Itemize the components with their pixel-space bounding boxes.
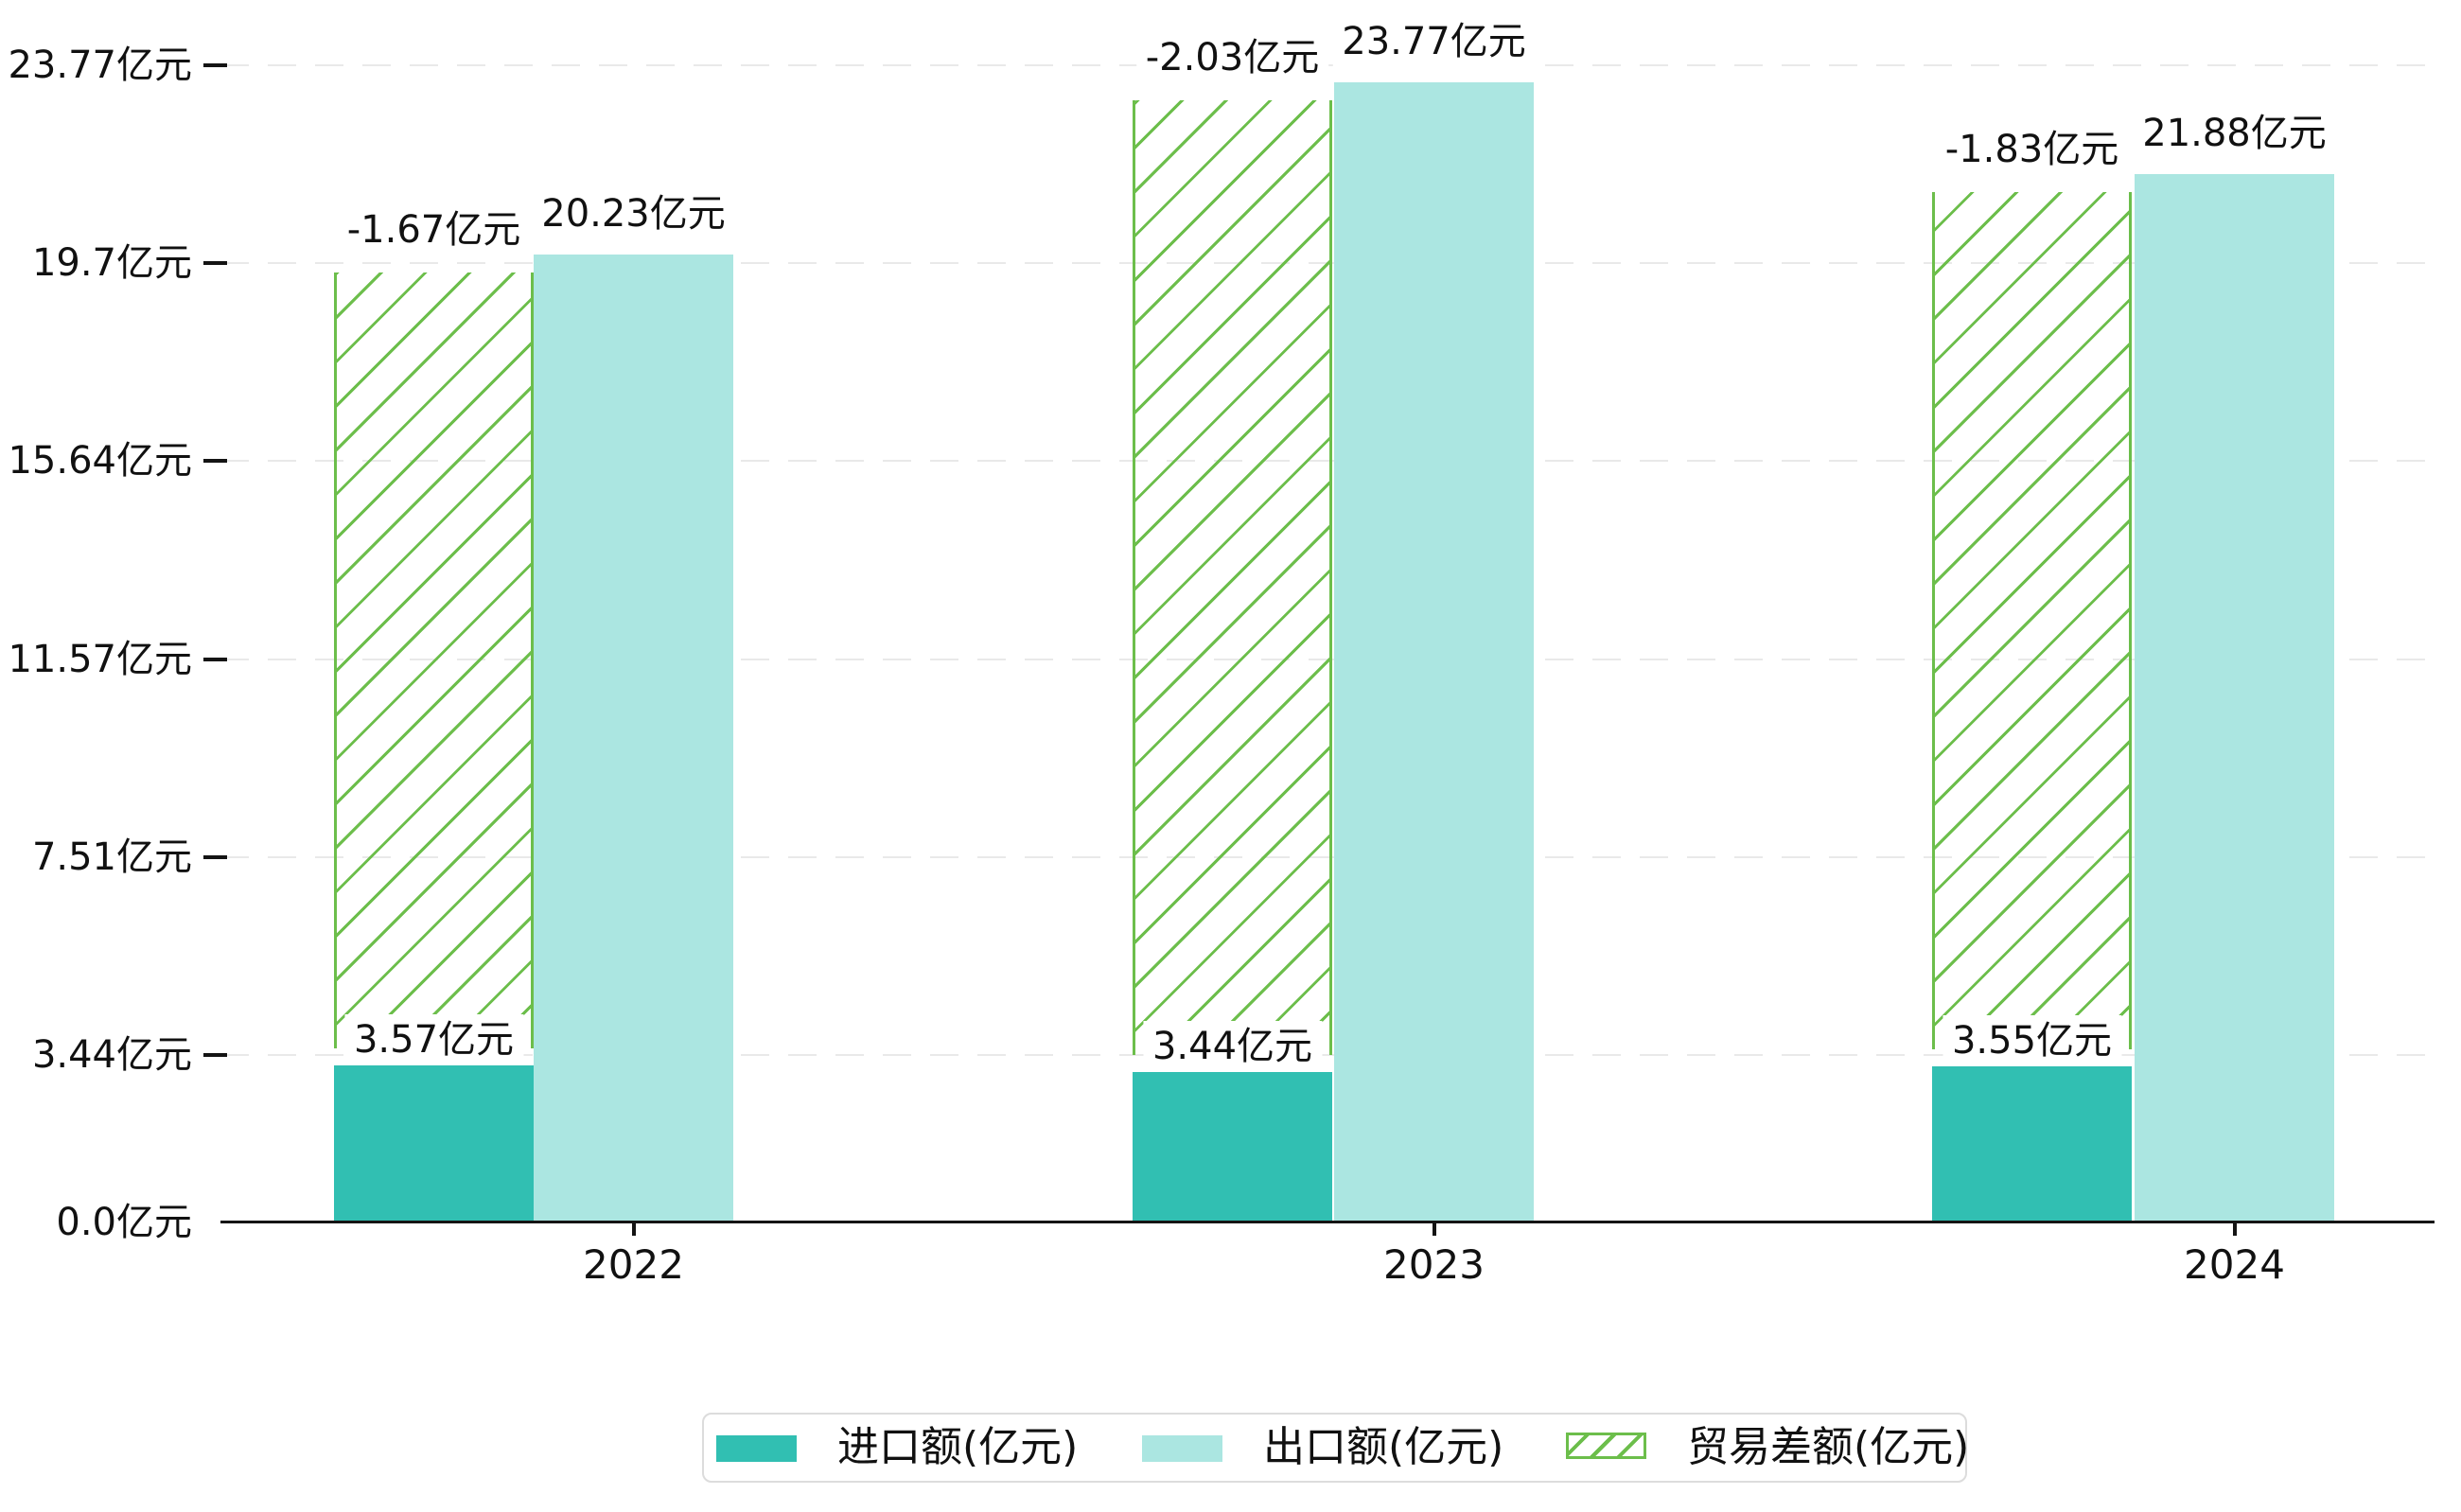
x-axis-tick xyxy=(2232,1223,2237,1236)
trade-balance-legend-swatch-icon xyxy=(1566,1433,1646,1459)
trade-balance-value-label: -1.83亿元 xyxy=(1935,124,2129,176)
legend-item-trade-balance[interactable]: 贸易差额(亿元) xyxy=(1566,1415,1969,1481)
import-legend-swatch-icon xyxy=(716,1435,797,1462)
trade-balance-bar[interactable] xyxy=(1133,99,1332,1055)
x-axis-tick-label: 2022 xyxy=(583,1241,684,1288)
y-axis-tick-label: 15.64亿元 xyxy=(8,439,192,483)
import-bar[interactable] xyxy=(334,1065,534,1222)
trade-balance-value-label: -1.67亿元 xyxy=(337,203,531,255)
y-axis-tick-label: 0.0亿元 xyxy=(56,1201,192,1244)
y-axis-tick xyxy=(203,1052,227,1057)
trade-balance-bar[interactable] xyxy=(1932,192,2132,1050)
legend-label-trade-balance: 贸易差额(亿元) xyxy=(1687,1423,1970,1471)
y-axis-tick xyxy=(203,62,227,67)
export-value-label: 23.77亿元 xyxy=(1332,15,1536,67)
y-axis-tick-label: 7.51亿元 xyxy=(31,835,192,879)
export-value-label: 20.23亿元 xyxy=(532,187,735,239)
y-axis-tick-label: 23.77亿元 xyxy=(8,43,192,87)
legend-item-import[interactable]: 进口额(亿元) xyxy=(716,1415,1133,1481)
x-axis-line xyxy=(220,1221,2435,1223)
import-value-label: 3.57亿元 xyxy=(343,1014,524,1066)
legend-label-import: 进口额(亿元) xyxy=(837,1423,1079,1471)
export-bar[interactable] xyxy=(1334,81,1534,1222)
y-axis-tick xyxy=(203,261,227,266)
x-axis-tick-label: 2023 xyxy=(1383,1241,1485,1288)
x-axis-tick xyxy=(631,1223,636,1236)
y-axis-tick xyxy=(203,459,227,464)
trade-balance-value-label: -2.03亿元 xyxy=(1135,31,1329,83)
import-bar[interactable] xyxy=(1932,1066,2132,1222)
import-value-label: 3.44亿元 xyxy=(1142,1020,1323,1072)
export-bar[interactable] xyxy=(534,254,733,1222)
y-axis-tick-label: 3.44亿元 xyxy=(31,1032,192,1077)
y-axis-tick xyxy=(203,854,227,859)
y-axis-tick xyxy=(203,657,227,661)
legend: 进口额(亿元) 出口额(亿元) 贸易差额(亿元) xyxy=(702,1413,1969,1483)
x-axis-tick-label: 2024 xyxy=(2184,1241,2285,1288)
legend-label-export: 出口额(亿元) xyxy=(1263,1423,1504,1471)
export-bar[interactable] xyxy=(2135,174,2334,1222)
import-value-label: 3.55亿元 xyxy=(1942,1015,2122,1067)
export-value-label: 21.88亿元 xyxy=(2133,108,2336,160)
y-axis-tick-label: 11.57亿元 xyxy=(8,637,192,681)
x-axis-tick xyxy=(1432,1223,1436,1236)
legend-item-export[interactable]: 出口额(亿元) xyxy=(1142,1415,1558,1481)
y-axis-tick-label: 19.7亿元 xyxy=(31,241,192,286)
import-bar[interactable] xyxy=(1133,1071,1332,1222)
export-legend-swatch-icon xyxy=(1142,1435,1222,1462)
trade-balance-bar[interactable] xyxy=(334,272,534,1049)
y-gridline xyxy=(220,1053,2435,1056)
